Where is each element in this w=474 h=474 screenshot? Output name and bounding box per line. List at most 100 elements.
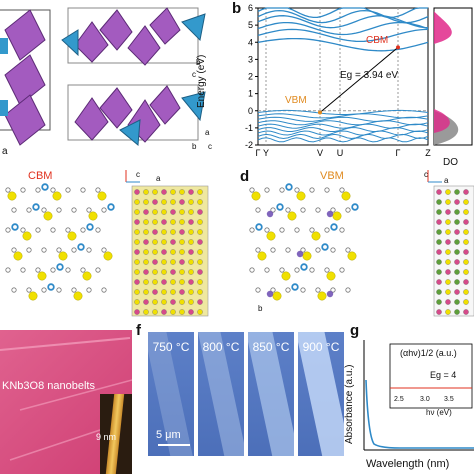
column-atom bbox=[436, 269, 442, 275]
column-atom bbox=[188, 189, 194, 195]
column-atom bbox=[161, 299, 167, 305]
column-atom bbox=[197, 309, 203, 315]
oxygen-atom bbox=[11, 287, 17, 293]
column-atom bbox=[152, 289, 158, 295]
oxygen-atom bbox=[324, 187, 330, 193]
vbm-lobe bbox=[266, 210, 274, 218]
column-atom bbox=[134, 239, 140, 245]
column-atom bbox=[436, 229, 442, 235]
column-atom bbox=[134, 229, 140, 235]
column-atom bbox=[152, 269, 158, 275]
column-atom bbox=[161, 239, 167, 245]
column-atom bbox=[143, 229, 149, 235]
oxygen-atom bbox=[20, 227, 26, 233]
panel-d-label: d bbox=[240, 168, 250, 185]
nanobelt-streaks bbox=[0, 337, 132, 461]
oxygen-atom bbox=[339, 267, 345, 273]
column-atom bbox=[179, 289, 185, 295]
column-atom bbox=[143, 209, 149, 215]
oxygen-atom bbox=[41, 207, 47, 213]
isosurface-lobe bbox=[67, 231, 77, 241]
column-atom bbox=[463, 219, 469, 225]
k-point-label: Γ bbox=[396, 148, 401, 158]
column-atom bbox=[143, 239, 149, 245]
panel-d-vbm: VBM c a b bbox=[244, 168, 474, 320]
absorbance-plot: (αhν)1/2 (a.u.) Eg = 4 2.5 3.0 3.5 hν (e… bbox=[360, 340, 474, 474]
column-atom bbox=[134, 269, 140, 275]
isosurface-lobe bbox=[332, 211, 342, 221]
column-atom bbox=[161, 269, 167, 275]
column-atom bbox=[152, 199, 158, 205]
column-atom bbox=[143, 269, 149, 275]
column-atom bbox=[188, 279, 194, 285]
oxygen-atom bbox=[255, 247, 261, 253]
temp-label: 750 °C bbox=[152, 340, 190, 354]
tile-850: 850 °C bbox=[248, 332, 294, 456]
oxygen-atom bbox=[101, 287, 107, 293]
column-atom bbox=[454, 219, 460, 225]
column-atom bbox=[454, 279, 460, 285]
column-atom bbox=[170, 259, 176, 265]
column-atom bbox=[445, 189, 451, 195]
absorbance-svg bbox=[363, 340, 474, 451]
column-atom bbox=[170, 289, 176, 295]
column-atom bbox=[134, 219, 140, 225]
isosurface-lobe bbox=[58, 251, 68, 261]
oxygen-atom bbox=[324, 227, 330, 233]
y-tick-label: -1 bbox=[245, 123, 253, 133]
isosurface-lobe bbox=[302, 251, 312, 261]
column-atom bbox=[436, 309, 442, 315]
oxygen-atom bbox=[35, 267, 41, 273]
column-atom bbox=[445, 259, 451, 265]
column-atom bbox=[188, 249, 194, 255]
y-tick-label: 3 bbox=[248, 54, 253, 64]
oxygen-atom bbox=[345, 287, 351, 293]
column-atom bbox=[179, 279, 185, 285]
isosurface-lobe bbox=[257, 251, 267, 261]
column-atom bbox=[188, 269, 194, 275]
y-tick-label: 4 bbox=[248, 37, 253, 47]
y-tick-label: 6 bbox=[248, 3, 253, 13]
scale-bar bbox=[158, 444, 190, 446]
valence-band bbox=[257, 127, 429, 132]
column-atom bbox=[143, 309, 149, 315]
niobium-atom bbox=[300, 263, 308, 271]
oxygen-atom bbox=[309, 267, 315, 273]
column-atom bbox=[152, 299, 158, 305]
column-atom bbox=[134, 249, 140, 255]
column-atom bbox=[188, 239, 194, 245]
column-atom bbox=[161, 279, 167, 285]
column-atom bbox=[179, 259, 185, 265]
column-atom bbox=[179, 299, 185, 305]
oxygen-atom bbox=[41, 287, 47, 293]
energy-axis-label: Energy (eV) bbox=[196, 54, 207, 108]
panel-c-cbm: CBM c a bbox=[0, 168, 230, 320]
oxygen-atom bbox=[56, 247, 62, 253]
panel-e-nanobelts: KNb3O8 nanobelts 9 nm bbox=[0, 330, 132, 474]
oxygen-atom bbox=[255, 287, 261, 293]
column-atom bbox=[197, 199, 203, 205]
column-atom bbox=[170, 209, 176, 215]
column-atom bbox=[134, 299, 140, 305]
oxygen-atom bbox=[339, 187, 345, 193]
column-atom bbox=[143, 299, 149, 305]
column-atom bbox=[161, 249, 167, 255]
niobium-atom bbox=[351, 203, 359, 211]
oxygen-atom bbox=[50, 187, 56, 193]
column-atom bbox=[179, 309, 185, 315]
column-atom bbox=[436, 189, 442, 195]
axis-c-label: c bbox=[424, 170, 428, 179]
oxygen-atom bbox=[285, 287, 291, 293]
panel-g-label: g bbox=[350, 322, 360, 339]
inset-xtick: 3.5 bbox=[444, 396, 454, 403]
column-atom bbox=[445, 219, 451, 225]
column-atom bbox=[463, 259, 469, 265]
isosurface-lobe bbox=[22, 231, 32, 241]
column-atom bbox=[134, 209, 140, 215]
oxygen-atom bbox=[41, 247, 47, 253]
column-atom bbox=[161, 189, 167, 195]
isosurface-lobe bbox=[37, 271, 47, 281]
oxygen-atom bbox=[339, 227, 345, 233]
tile-750: 750 °C bbox=[148, 332, 194, 456]
